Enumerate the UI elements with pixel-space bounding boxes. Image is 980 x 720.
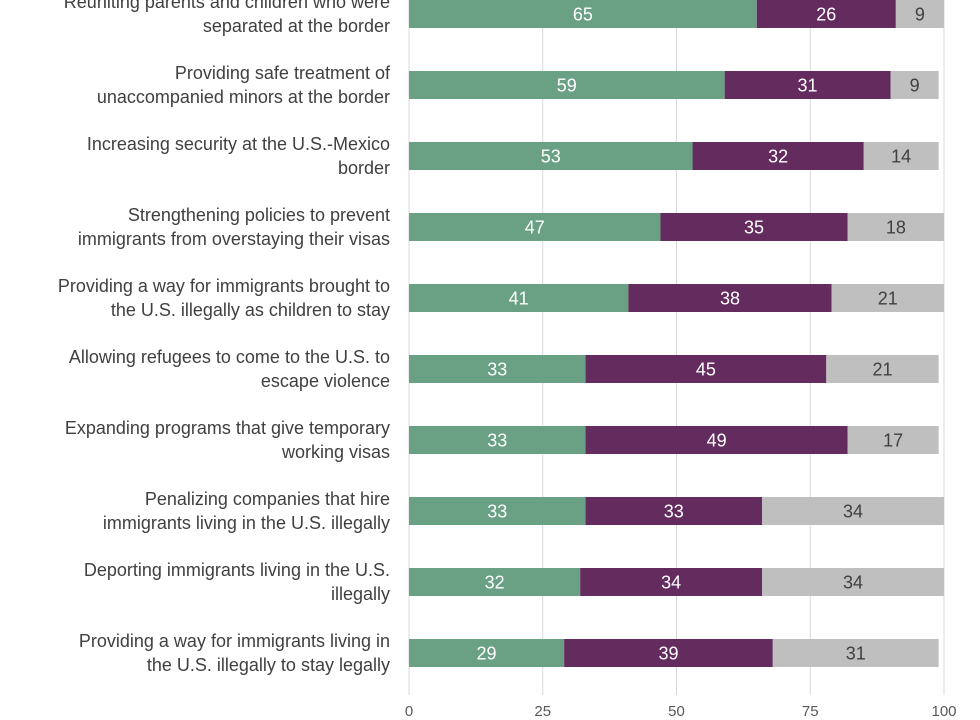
bar-segment bbox=[564, 639, 773, 667]
data-label: 17 bbox=[883, 431, 903, 451]
category-label-line: border bbox=[338, 158, 390, 178]
data-label: 9 bbox=[910, 76, 920, 96]
data-label: 33 bbox=[664, 502, 684, 522]
bar-segment bbox=[847, 213, 944, 241]
category-label-line: the U.S. illegally as children to stay bbox=[111, 300, 390, 320]
category-label-line: Penalizing companies that hire bbox=[145, 489, 390, 509]
category-label-line: escape violence bbox=[261, 371, 390, 391]
category-labels: Reuniting parents and children who were s… bbox=[58, 0, 391, 675]
bar-segment bbox=[580, 568, 763, 596]
bar-segment bbox=[756, 0, 896, 28]
category-label-line: Providing a way for immigrants living in bbox=[79, 631, 390, 651]
data-label: 45 bbox=[696, 360, 716, 380]
bar-segment bbox=[409, 426, 586, 454]
category-label: Penalizing companies that hire immigrants… bbox=[103, 489, 390, 533]
bar-segment bbox=[660, 213, 848, 241]
bar-segment bbox=[409, 568, 581, 596]
bar-segment bbox=[724, 71, 891, 99]
category-label: Providing safe treatment of unaccompanied… bbox=[97, 63, 391, 107]
bar-segment bbox=[585, 426, 848, 454]
x-tick-label: 50 bbox=[668, 703, 685, 720]
category-label-line: Deporting immigrants living in the U.S. bbox=[84, 560, 390, 580]
bar-segment bbox=[831, 284, 944, 312]
data-label: 31 bbox=[846, 644, 866, 664]
data-label: 49 bbox=[707, 431, 727, 451]
category-label-line: Expanding programs that give temporary bbox=[65, 418, 390, 438]
bar-segment bbox=[692, 142, 864, 170]
bar-segment bbox=[409, 639, 565, 667]
data-label: 14 bbox=[891, 147, 911, 167]
category-label-line: Allowing refugees to come to the U.S. to bbox=[69, 347, 390, 367]
data-label: 26 bbox=[816, 5, 836, 25]
bar-segment bbox=[409, 0, 757, 28]
data-label: 41 bbox=[509, 289, 529, 309]
bar-segment bbox=[628, 284, 832, 312]
category-label-line: working visas bbox=[281, 442, 390, 462]
data-label: 29 bbox=[477, 644, 497, 664]
data-label: 39 bbox=[658, 644, 678, 664]
data-label: 33 bbox=[487, 360, 507, 380]
x-tick-label: 0 bbox=[405, 703, 413, 720]
category-label-line: the U.S. illegally to stay legally bbox=[147, 655, 390, 675]
bar-segment bbox=[409, 284, 629, 312]
bar-segment bbox=[890, 71, 939, 99]
data-label: 21 bbox=[878, 289, 898, 309]
bar-segment bbox=[826, 355, 939, 383]
category-label-line: Providing a way for immigrants brought t… bbox=[58, 276, 390, 296]
category-label: Strengthening policies to prevent immigra… bbox=[78, 205, 390, 249]
data-label: 53 bbox=[541, 147, 561, 167]
data-label: 33 bbox=[487, 431, 507, 451]
bar-segment bbox=[895, 0, 944, 28]
bar-segment bbox=[409, 142, 693, 170]
bar-segment bbox=[409, 497, 586, 525]
data-label: 21 bbox=[872, 360, 892, 380]
bar-segment bbox=[762, 568, 944, 596]
category-label: Providing a way for immigrants living in… bbox=[79, 631, 390, 675]
bar-segment bbox=[762, 497, 944, 525]
data-label: 32 bbox=[768, 147, 788, 167]
data-label: 59 bbox=[557, 76, 577, 96]
category-label-line: illegally bbox=[331, 584, 390, 604]
bar-segment bbox=[409, 213, 661, 241]
x-tick-label: 25 bbox=[534, 703, 551, 720]
category-label-line: Reuniting parents and children who were bbox=[64, 0, 390, 12]
category-label: Allowing refugees to come to the U.S. to… bbox=[69, 347, 390, 391]
data-label: 34 bbox=[843, 502, 863, 522]
category-label-line: Increasing security at the U.S.-Mexico bbox=[87, 134, 390, 154]
category-label-line: Providing safe treatment of bbox=[175, 63, 391, 83]
data-label: 33 bbox=[487, 502, 507, 522]
bar-segment bbox=[409, 71, 725, 99]
category-label-line: unaccompanied minors at the border bbox=[97, 87, 390, 107]
x-tick-label: 100 bbox=[931, 703, 956, 720]
category-label: Reuniting parents and children who were s… bbox=[64, 0, 390, 36]
data-label: 65 bbox=[573, 5, 593, 25]
category-label-line: Strengthening policies to prevent bbox=[128, 205, 390, 225]
data-label: 31 bbox=[798, 76, 818, 96]
data-label: 35 bbox=[744, 218, 764, 238]
x-tick-label: 75 bbox=[802, 703, 819, 720]
category-label-line: separated at the border bbox=[203, 16, 390, 36]
bar-segment bbox=[409, 355, 586, 383]
bars: 65 26 9 59 31 9 53 32 14 47 35 18 41 38 21 33 45 21 33 49 17… bbox=[409, 0, 944, 667]
data-label: 34 bbox=[661, 573, 681, 593]
bar-segment bbox=[585, 497, 763, 525]
data-label: 18 bbox=[886, 218, 906, 238]
x-axis-ticks: 0 25 50 75 100 bbox=[405, 703, 957, 720]
category-label-line: immigrants living in the U.S. illegally bbox=[103, 513, 390, 533]
category-label: Deporting immigrants living in the U.S. i… bbox=[84, 560, 390, 604]
category-label: Expanding programs that give temporary wo… bbox=[65, 418, 390, 462]
data-label: 38 bbox=[720, 289, 740, 309]
bar-segment bbox=[772, 639, 939, 667]
data-label: 32 bbox=[485, 573, 505, 593]
data-label: 47 bbox=[525, 218, 545, 238]
data-label: 34 bbox=[843, 573, 863, 593]
category-label: Providing a way for immigrants brought t… bbox=[58, 276, 390, 320]
category-label-line: immigrants from overstaying their visas bbox=[78, 229, 390, 249]
bar-segment bbox=[847, 426, 939, 454]
bar-segment bbox=[585, 355, 827, 383]
bar-segment bbox=[863, 142, 939, 170]
category-label: Increasing security at the U.S.-Mexico bo… bbox=[87, 134, 390, 178]
data-label: 9 bbox=[915, 5, 925, 25]
